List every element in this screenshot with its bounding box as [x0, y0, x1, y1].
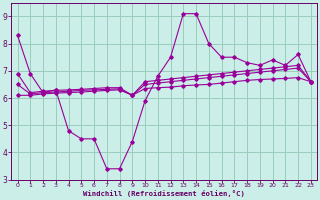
- X-axis label: Windchill (Refroidissement éolien,°C): Windchill (Refroidissement éolien,°C): [83, 190, 245, 197]
